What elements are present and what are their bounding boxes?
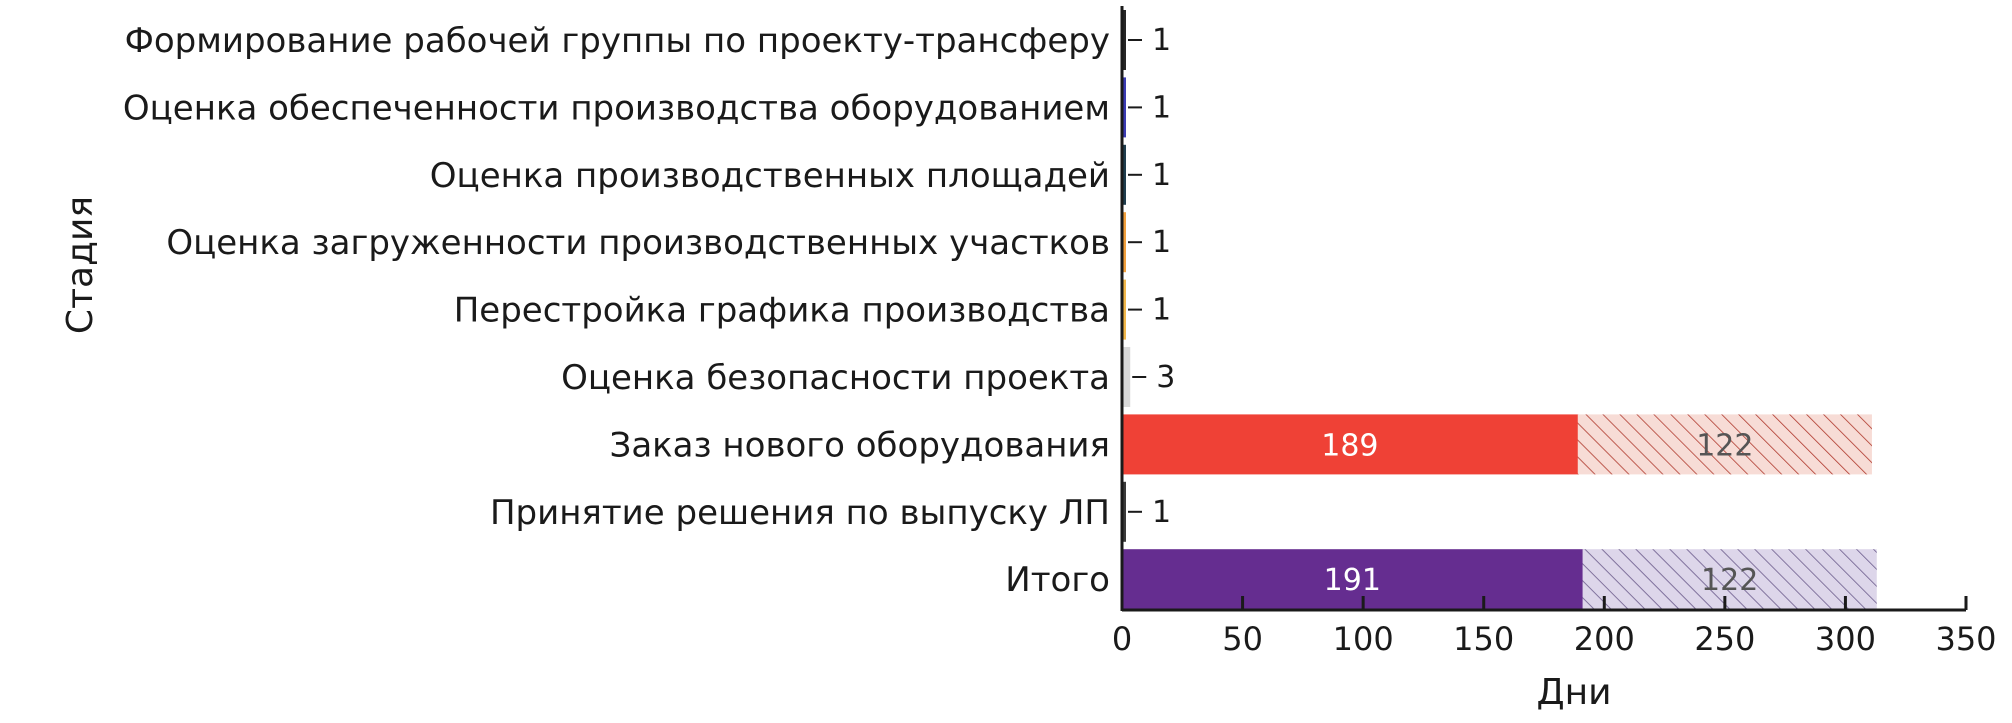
bars-layer bbox=[1123, 10, 1877, 610]
category-label-7: Заказ нового оборудования bbox=[610, 425, 1110, 465]
x-axis-title: Дни bbox=[1536, 672, 1611, 713]
x-tick-label-5: 250 bbox=[1694, 620, 1755, 658]
value-label-6: 3 bbox=[1156, 360, 1175, 395]
x-tick-label-2: 100 bbox=[1333, 620, 1394, 658]
value-label-2: 1 bbox=[1152, 90, 1171, 125]
bar-9 bbox=[1123, 549, 1584, 610]
bar-1 bbox=[1123, 10, 1126, 70]
bar-5 bbox=[1123, 279, 1126, 340]
value-label-7: 189 bbox=[1321, 428, 1378, 463]
x-ticks: 0 50 100 150 200 250 300 350 bbox=[1112, 596, 1997, 658]
value-label-5: 1 bbox=[1152, 293, 1171, 328]
y-axis-title: Стадия bbox=[60, 196, 101, 334]
bar-4 bbox=[1123, 212, 1126, 273]
bar-7 bbox=[1123, 414, 1579, 475]
x-tick-label-1: 50 bbox=[1222, 620, 1263, 658]
bar-extension-7 bbox=[1577, 414, 1872, 475]
category-labels: Формирование рабочей группы по проекту-т… bbox=[123, 21, 1110, 600]
x-tick-label-7: 350 bbox=[1935, 620, 1996, 658]
category-label-3: Оценка производственных площадей bbox=[430, 156, 1110, 196]
x-tick-label-6: 300 bbox=[1815, 620, 1876, 658]
x-axis bbox=[1120, 6, 1966, 612]
value-label-3: 1 bbox=[1152, 158, 1171, 193]
x-tick-label-4: 200 bbox=[1574, 620, 1635, 658]
category-label-9: Итого bbox=[1005, 560, 1110, 600]
category-label-2: Оценка обеспеченности производства обору… bbox=[123, 88, 1110, 128]
x-tick-label-3: 150 bbox=[1453, 620, 1514, 658]
category-label-1: Формирование рабочей группы по проекту-т… bbox=[125, 21, 1110, 61]
extension-label-9: 122 bbox=[1701, 563, 1758, 598]
bar-2 bbox=[1123, 77, 1126, 138]
bar-extension-9 bbox=[1582, 549, 1877, 610]
x-tick-label-0: 0 bbox=[1112, 620, 1132, 658]
bar-8 bbox=[1123, 481, 1126, 542]
category-label-4: Оценка загруженности производственных уч… bbox=[166, 223, 1110, 263]
value-label-1: 1 bbox=[1152, 23, 1171, 58]
category-label-5: Перестройка графика производства bbox=[454, 291, 1110, 331]
value-labels: 1 1 1 1 1 3 189 122 1 191 122 bbox=[1128, 23, 1758, 598]
bar-3 bbox=[1123, 144, 1126, 205]
value-label-8: 1 bbox=[1152, 495, 1171, 530]
extension-label-7: 122 bbox=[1696, 428, 1753, 463]
category-label-8: Принятие решения по выпуску ЛП bbox=[490, 493, 1110, 533]
value-label-9: 191 bbox=[1324, 563, 1381, 598]
category-label-6: Оценка безопасности проекта bbox=[561, 358, 1110, 398]
bar-6 bbox=[1123, 347, 1131, 407]
value-label-4: 1 bbox=[1152, 225, 1171, 260]
